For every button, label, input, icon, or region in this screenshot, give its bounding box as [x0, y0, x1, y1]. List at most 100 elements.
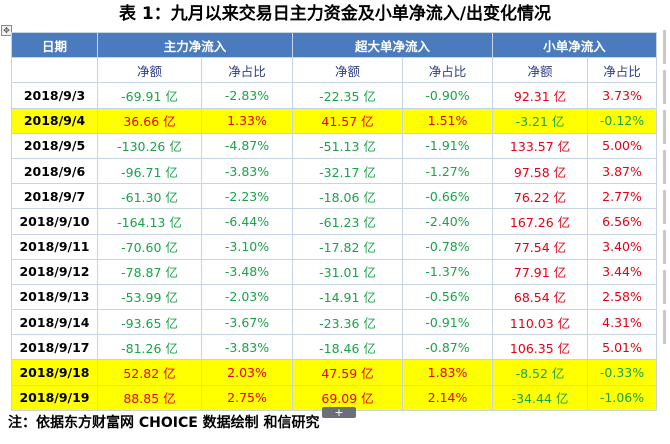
cell-net-ratio: -3.67%	[200, 309, 294, 336]
cell-net-ratio: -3.48%	[200, 258, 294, 285]
cell-net-ratio: 2.03%	[200, 359, 294, 386]
subheader-net-amount: 净额	[97, 57, 202, 84]
cell-net-amount: -3.21 亿	[492, 107, 589, 134]
cell-net-amount: -51.13 亿	[292, 132, 404, 159]
subheader-net-amount: 净额	[492, 57, 589, 84]
cell-net-amount: -23.36 亿	[292, 309, 404, 336]
cell-net-amount: 36.66 亿	[97, 107, 202, 134]
cell-net-ratio: 5.01%	[587, 334, 658, 361]
row-date: 2018/9/7	[11, 183, 98, 210]
table-row: 2018/9/17 -81.26 亿 -3.83% -18.46 亿 -0.87% 106…	[11, 334, 658, 361]
cell-net-amount: 52.82 亿	[97, 359, 202, 386]
cell-net-ratio: -2.03%	[200, 283, 294, 311]
table-row: 2018/9/19 88.85 亿 2.75% 69.09 亿 2.14% -34.44 …	[11, 384, 658, 411]
cell-net-ratio: -0.33%	[587, 359, 658, 386]
row-date: 2018/9/5	[11, 132, 98, 159]
cell-net-ratio: -0.87%	[402, 334, 494, 361]
header-super-inflow: 超大单净流入	[292, 31, 494, 59]
row-date: 2018/9/11	[11, 233, 98, 260]
header-date: 日期	[11, 31, 98, 59]
row-date: 2018/9/4	[11, 107, 98, 134]
cell-net-ratio: 2.14%	[402, 384, 494, 411]
cell-net-amount: -34.44 亿	[492, 384, 589, 411]
table-row: 2018/9/6 -96.71 亿 -3.83% -32.17 亿 -1.27% 97.5…	[11, 157, 658, 185]
cell-net-amount: -14.91 亿	[292, 283, 404, 311]
cell-net-ratio: 2.77%	[587, 183, 658, 210]
table-row: 2018/9/12 -78.87 亿 -3.48% -31.01 亿 -1.37% 77.…	[11, 258, 658, 285]
cell-net-amount: 133.57 亿	[492, 132, 589, 159]
cell-net-amount: 76.22 亿	[492, 183, 589, 210]
cell-net-amount: 110.03 亿	[492, 309, 589, 336]
subheader-net-ratio: 净占比	[200, 57, 294, 84]
table-title: 表 1：九月以来交易日主力资金及小单净流入/出变化情况	[119, 4, 551, 24]
cell-net-ratio: 4.31%	[587, 309, 658, 336]
cell-net-ratio: -1.37%	[402, 258, 494, 285]
cell-net-ratio: 1.83%	[402, 359, 494, 386]
cell-net-amount: 68.54 亿	[492, 283, 589, 311]
source-note: 注：依据东方财富网 CHOICE 数据绘制 和信研究	[8, 415, 320, 431]
cell-net-ratio: 1.33%	[200, 107, 294, 134]
cell-net-ratio: 2.58%	[587, 283, 658, 311]
cell-net-ratio: -2.23%	[200, 183, 294, 210]
fund-flow-table: 日期 主力净流入 超大单净流入 小单净流入 净额 净占比 净额 净占比 净额 净…	[11, 31, 658, 411]
cell-net-ratio: -0.91%	[402, 309, 494, 336]
table-row: 2018/9/10 -164.13 亿 -6.44% -61.23 亿 -2.40% 16…	[11, 208, 658, 235]
cell-net-ratio: 3.73%	[587, 82, 658, 109]
cell-net-amount: -17.82 亿	[292, 233, 404, 260]
cell-net-ratio: 2.75%	[200, 384, 294, 411]
subheader-empty	[11, 57, 98, 84]
row-date: 2018/9/10	[11, 208, 98, 235]
table-body: 2018/9/3 -69.91 亿 -2.83% -22.35 亿 -0.90% 92.3…	[11, 82, 658, 411]
cell-net-ratio: 6.56%	[587, 208, 658, 235]
cell-net-ratio: -3.10%	[200, 233, 294, 260]
cell-net-amount: -18.06 亿	[292, 183, 404, 210]
row-date: 2018/9/17	[11, 334, 98, 361]
cell-net-ratio: -1.06%	[587, 384, 658, 411]
cell-net-amount: 167.26 亿	[492, 208, 589, 235]
cell-net-amount: -61.30 亿	[97, 183, 202, 210]
cell-net-amount: 69.09 亿	[292, 384, 404, 411]
row-date: 2018/9/18	[11, 359, 98, 386]
table-move-handle-icon[interactable]: ✥	[1, 25, 12, 36]
row-date: 2018/9/14	[11, 309, 98, 336]
cell-net-amount: -81.26 亿	[97, 334, 202, 361]
cell-net-amount: 97.58 亿	[492, 157, 589, 185]
cell-net-amount: -31.01 亿	[292, 258, 404, 285]
cell-net-amount: -70.60 亿	[97, 233, 202, 260]
cell-net-amount: 77.91 亿	[492, 258, 589, 285]
cell-net-amount: 47.59 亿	[292, 359, 404, 386]
row-date: 2018/9/13	[11, 283, 98, 311]
row-date: 2018/9/19	[11, 384, 98, 411]
cell-net-ratio: -3.83%	[200, 157, 294, 185]
cell-net-ratio: 3.44%	[587, 258, 658, 285]
cell-net-ratio: -0.12%	[587, 107, 658, 134]
header-small-inflow: 小单净流入	[492, 31, 658, 59]
table-row: 2018/9/11 -70.60 亿 -3.10% -17.82 亿 -0.78% 77.…	[11, 233, 658, 260]
cell-net-ratio: 5.00%	[587, 132, 658, 159]
table-row: 2018/9/14 -93.65 亿 -3.67% -23.36 亿 -0.91% 110…	[11, 309, 658, 336]
row-date: 2018/9/3	[11, 82, 98, 109]
cell-net-amount: 92.31 亿	[492, 82, 589, 109]
cell-net-amount: -96.71 亿	[97, 157, 202, 185]
cell-net-amount: -32.17 亿	[292, 157, 404, 185]
table-row: 2018/9/13 -53.99 亿 -2.03% -14.91 亿 -0.56% 68.…	[11, 283, 658, 311]
cell-net-ratio: -0.56%	[402, 283, 494, 311]
header-row: 日期 主力净流入 超大单净流入 小单净流入	[11, 31, 658, 59]
table-row: 2018/9/3 -69.91 亿 -2.83% -22.35 亿 -0.90% 92.3…	[11, 82, 658, 109]
cell-net-amount: 88.85 亿	[97, 384, 202, 411]
table-row: 2018/9/7 -61.30 亿 -2.23% -18.06 亿 -0.66% 76.2…	[11, 183, 658, 210]
cell-net-ratio: -6.44%	[200, 208, 294, 235]
table-row: 2018/9/4 36.66 亿 1.33% 41.57 亿 1.51% -3.21 亿-…	[11, 107, 658, 134]
cell-net-ratio: 1.51%	[402, 107, 494, 134]
cell-net-amount: -69.91 亿	[97, 82, 202, 109]
cell-net-ratio: -4.87%	[200, 132, 294, 159]
row-date: 2018/9/6	[11, 157, 98, 185]
cell-net-ratio: -2.83%	[200, 82, 294, 109]
add-row-plus-icon[interactable]: +	[322, 407, 356, 418]
row-date: 2018/9/12	[11, 258, 98, 285]
cell-net-amount: -22.35 亿	[292, 82, 404, 109]
cell-net-ratio: -0.66%	[402, 183, 494, 210]
cell-net-amount: -93.65 亿	[97, 309, 202, 336]
cell-net-ratio: 3.40%	[587, 233, 658, 260]
cell-net-amount: 106.35 亿	[492, 334, 589, 361]
